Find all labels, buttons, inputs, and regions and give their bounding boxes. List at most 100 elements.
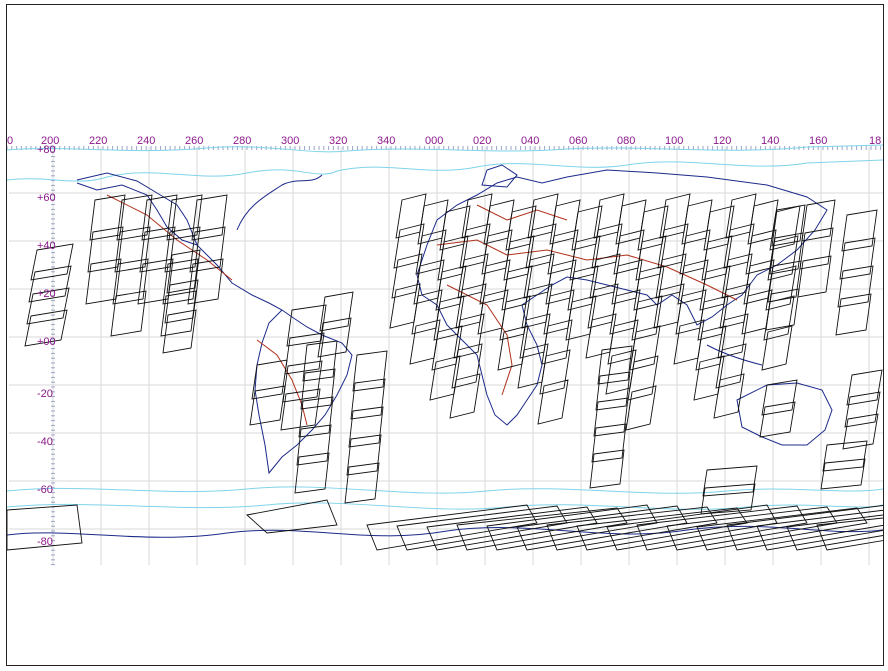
scene-footprint[interactable] <box>409 319 441 365</box>
polar-swath[interactable] <box>816 508 883 551</box>
scene-footprint[interactable] <box>481 229 513 275</box>
scene-footprint[interactable] <box>30 243 74 281</box>
scene-footprint[interactable] <box>483 199 515 245</box>
scene-footprint[interactable] <box>251 359 288 400</box>
scene-footprint[interactable] <box>625 385 657 431</box>
polar-swath[interactable] <box>516 505 688 551</box>
polar-swath[interactable] <box>7 504 83 551</box>
scene-footprint[interactable] <box>537 379 569 425</box>
scene-footprint[interactable] <box>286 304 327 347</box>
scene-footprint[interactable] <box>26 287 70 325</box>
scene-footprint[interactable] <box>415 229 447 275</box>
scene-footprint[interactable] <box>615 199 647 245</box>
scene-footprint[interactable] <box>317 317 352 358</box>
scene-footprint[interactable] <box>695 325 727 371</box>
scene-footprint[interactable] <box>631 295 663 341</box>
scene-footprint[interactable] <box>801 199 836 242</box>
scene-footprint[interactable] <box>162 309 197 354</box>
scene-footprint[interactable] <box>763 295 795 341</box>
scene-footprint[interactable] <box>589 253 621 299</box>
scene-footprint[interactable] <box>700 483 756 515</box>
scene-footprint[interactable] <box>820 458 866 490</box>
polar-swath[interactable] <box>696 507 868 551</box>
scene-footprint[interactable] <box>657 223 689 269</box>
scene-footprint[interactable] <box>298 396 334 438</box>
scene-footprint[interactable] <box>549 199 581 245</box>
scene-footprint[interactable] <box>453 313 485 359</box>
scene-footprint[interactable] <box>765 265 797 311</box>
scene-footprint[interactable] <box>835 293 872 336</box>
scene-footprint[interactable] <box>567 265 599 311</box>
scene-footprint[interactable] <box>769 205 801 251</box>
polar-swath[interactable] <box>756 506 883 551</box>
scene-footprint[interactable] <box>713 373 745 419</box>
scene-footprint[interactable] <box>429 355 461 401</box>
scene-footprint[interactable] <box>302 340 338 382</box>
scene-footprint[interactable] <box>501 265 533 311</box>
scene-footprint[interactable] <box>189 226 226 273</box>
scene-footprint[interactable] <box>319 291 354 332</box>
polar-swath[interactable] <box>606 504 778 551</box>
scene-footprint[interactable] <box>280 388 321 431</box>
scene-footprint[interactable] <box>539 349 571 395</box>
scene-footprint[interactable] <box>591 223 623 269</box>
polar-swath[interactable] <box>786 507 883 551</box>
scene-footprint[interactable] <box>457 253 489 299</box>
scene-footprint[interactable] <box>673 319 705 365</box>
scene-footprint[interactable] <box>629 325 661 371</box>
scene-footprint[interactable] <box>300 368 336 410</box>
polar-swath[interactable] <box>726 505 883 551</box>
scene-footprint[interactable] <box>110 290 147 337</box>
scene-footprint[interactable] <box>693 355 725 401</box>
scene-footprint[interactable] <box>116 194 153 241</box>
scene-footprint[interactable] <box>294 452 330 494</box>
scene-footprint[interactable] <box>637 205 669 251</box>
scene-footprint[interactable] <box>346 434 382 476</box>
scene-footprint[interactable] <box>842 413 879 450</box>
scene-footprint[interactable] <box>839 237 876 280</box>
scene-footprint[interactable] <box>477 289 509 335</box>
scene-footprint[interactable] <box>435 265 467 311</box>
scene-footprint[interactable] <box>681 199 713 245</box>
scene-footprint[interactable] <box>822 440 868 472</box>
scene-footprint[interactable] <box>593 397 629 437</box>
scene-footprint[interactable] <box>723 223 755 269</box>
scene-footprint[interactable] <box>595 371 631 411</box>
scene-footprint[interactable] <box>24 309 68 347</box>
scene-footprint[interactable] <box>591 423 627 463</box>
scene-footprint[interactable] <box>389 283 421 329</box>
scene-footprint[interactable] <box>703 205 735 251</box>
scene-footprint[interactable] <box>721 253 753 299</box>
scene-footprint[interactable] <box>585 313 617 359</box>
scene-footprint[interactable] <box>589 449 625 489</box>
scene-footprint[interactable] <box>697 295 729 341</box>
polar-swath[interactable] <box>456 507 628 551</box>
scene-footprint[interactable] <box>417 199 449 245</box>
scene-footprint[interactable] <box>505 205 537 251</box>
scene-footprint[interactable] <box>743 259 775 305</box>
polar-swath[interactable] <box>426 506 598 551</box>
scene-footprint[interactable] <box>605 349 637 395</box>
scene-footprint[interactable] <box>547 229 579 275</box>
scene-footprint[interactable] <box>114 226 151 273</box>
scene-footprint[interactable] <box>141 194 178 241</box>
world-map[interactable]: 0 200 220 240 260 280 300 320 340 000 02… <box>7 5 883 665</box>
scene-footprint[interactable] <box>523 253 555 299</box>
scene-footprint[interactable] <box>112 258 149 305</box>
scene-footprint[interactable] <box>593 193 625 239</box>
scene-footprint[interactable] <box>439 205 471 251</box>
scene-footprint[interactable] <box>187 258 224 305</box>
scene-footprint[interactable] <box>497 325 529 371</box>
polar-swath[interactable] <box>546 506 718 551</box>
scene-footprint[interactable] <box>455 283 487 329</box>
scene-footprint[interactable] <box>797 255 832 298</box>
scene-footprint[interactable] <box>393 223 425 269</box>
scene-footprint[interactable] <box>759 401 796 438</box>
scene-footprint[interactable] <box>653 283 685 329</box>
scene-footprint[interactable] <box>166 249 201 294</box>
scene-footprint[interactable] <box>344 462 380 504</box>
scene-footprint[interactable] <box>191 194 228 241</box>
scene-footprint[interactable] <box>725 193 757 239</box>
scene-footprint[interactable] <box>607 319 639 365</box>
scene-footprint[interactable] <box>611 259 643 305</box>
